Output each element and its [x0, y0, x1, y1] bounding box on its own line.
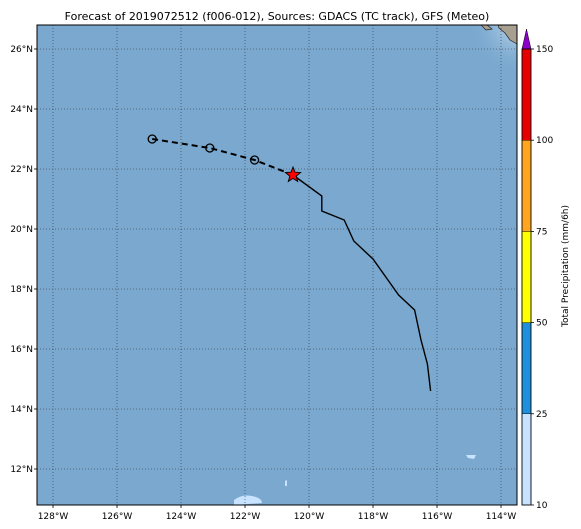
colorbar-tick-label: 10 — [536, 501, 548, 511]
lat-tick-label: 22°N — [10, 165, 33, 175]
colorbar-band — [521, 231, 532, 323]
precipitation-colorbar: 10 25 50 75 100 150 Total Precipitation (mm/6… — [521, 28, 571, 511]
lat-tick-label: 12°N — [10, 465, 33, 475]
map-axes: 128°W 126°W 124°W 122°W 120°W 118°W 116°W 114°W… — [10, 45, 516, 522]
colorbar-tick-label: 50 — [536, 319, 548, 329]
forecast-point-marker — [147, 134, 157, 144]
colorbar-tick-label: 100 — [536, 136, 553, 146]
colorbar-tick-label: 75 — [536, 227, 547, 237]
map-frame — [36, 24, 518, 506]
colorbar-frame — [521, 48, 532, 506]
forecast-point-marker — [205, 143, 215, 153]
graticule — [37, 25, 517, 505]
forecast-track-line — [152, 138, 294, 176]
lat-tick-label: 20°N — [10, 225, 33, 235]
lon-tick-label: 122°W — [230, 512, 261, 522]
lon-tick-label: 128°W — [38, 512, 69, 522]
colorbar-band — [521, 322, 532, 415]
map-panel: 128°W 126°W 124°W 122°W 120°W 118°W 116°W 114°W… — [10, 24, 518, 522]
island — [480, 25, 493, 31]
lon-tick-label: 118°W — [358, 512, 389, 522]
colorbar-band — [521, 48, 532, 141]
forecast-point-marker — [249, 155, 260, 165]
colorbar-band — [521, 139, 532, 232]
lon-tick-label: 114°W — [486, 512, 517, 522]
colorbar-tick-label: 150 — [536, 45, 553, 55]
precipitation-patch — [466, 455, 476, 459]
lon-tick-label: 124°W — [166, 512, 197, 522]
lat-tick-label: 16°N — [10, 345, 33, 355]
coastal-shading — [377, 25, 517, 165]
precipitation-patch — [285, 480, 287, 486]
current-position-star — [284, 165, 302, 183]
colorbar-tick-label: 25 — [536, 410, 547, 420]
colorbar-extend-arrow — [521, 28, 532, 50]
storm-track — [147, 134, 432, 392]
figure-title: Forecast of 2019072512 (f006-012), Sourc… — [65, 10, 490, 23]
lon-tick-label: 126°W — [102, 512, 133, 522]
lat-tick-label: 24°N — [10, 105, 33, 115]
colorbar-band — [521, 413, 532, 506]
lon-tick-label: 116°W — [422, 512, 453, 522]
lat-tick-label: 18°N — [10, 285, 33, 295]
lon-tick-label: 120°W — [294, 512, 325, 522]
land-mass — [497, 25, 517, 45]
past-track-line — [292, 174, 432, 392]
colorbar-label: Total Precipitation (mm/6h) — [561, 205, 571, 328]
precipitation-patch — [234, 495, 262, 505]
lat-tick-label: 14°N — [10, 405, 33, 415]
lat-tick-label: 26°N — [10, 45, 33, 55]
